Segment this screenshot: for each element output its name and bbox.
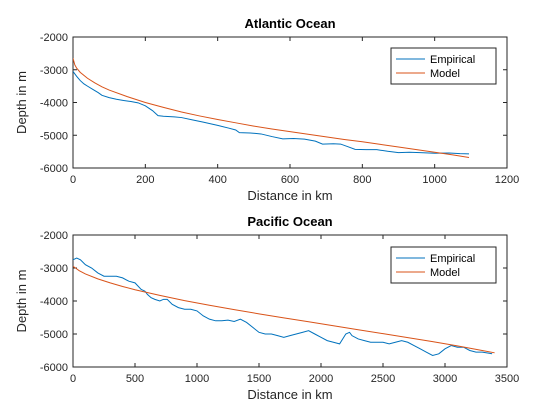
series-line-model bbox=[73, 58, 470, 159]
x-tick-label: 1000 bbox=[422, 174, 446, 186]
x-tick-label: 500 bbox=[126, 373, 144, 385]
legend-label-empirical: Empirical bbox=[430, 253, 475, 265]
y-tick-label: -3000 bbox=[40, 65, 68, 77]
x-tick-label: 800 bbox=[353, 174, 371, 186]
x-tick-label: 400 bbox=[208, 174, 226, 186]
legend: Empirical Model bbox=[390, 246, 497, 284]
x-tick-label: 200 bbox=[136, 174, 154, 186]
x-tick-label: 2000 bbox=[309, 373, 333, 385]
legend: Empirical Model bbox=[390, 47, 497, 85]
x-tick-label: 0 bbox=[70, 174, 76, 186]
y-tick-label: -5000 bbox=[40, 329, 68, 341]
y-tick-label: -4000 bbox=[40, 296, 68, 308]
legend-box bbox=[390, 246, 497, 284]
chart-panel-1: 0 200 400 600 800 1000 1200 -6000 -5000 -4000 -300… bbox=[14, 16, 519, 203]
x-axis-label: Distance in km bbox=[247, 387, 332, 402]
chart-panel-2: 0 500 1000 1500 2000 2500 3000 3500 -6000 -5000 -4… bbox=[14, 214, 519, 402]
chart-title: Pacific Ocean bbox=[247, 214, 332, 229]
y-tick-label: -2000 bbox=[40, 32, 68, 44]
x-tick-label: 0 bbox=[70, 373, 76, 385]
y-axis-label: Depth in m bbox=[14, 71, 29, 134]
y-axis-label: Depth in m bbox=[14, 270, 29, 333]
x-tick-label: 3500 bbox=[495, 373, 519, 385]
x-axis-label: Distance in km bbox=[247, 188, 332, 203]
y-tick-label: -4000 bbox=[40, 98, 68, 110]
legend-label-model: Model bbox=[430, 267, 460, 279]
y-tick-label: -3000 bbox=[40, 263, 68, 275]
x-tick-label: 3000 bbox=[433, 373, 457, 385]
y-tick-label: -6000 bbox=[40, 362, 68, 374]
series-line-empirical bbox=[73, 257, 493, 356]
x-tick-label: 1200 bbox=[495, 174, 519, 186]
legend-label-model: Model bbox=[430, 68, 460, 80]
y-tick-label: -6000 bbox=[40, 163, 68, 175]
legend-label-empirical: Empirical bbox=[430, 54, 475, 66]
y-tick-label: -2000 bbox=[40, 230, 68, 242]
y-tick-label: -5000 bbox=[40, 130, 68, 142]
legend-box bbox=[390, 47, 497, 85]
x-tick-label: 1500 bbox=[247, 373, 271, 385]
x-tick-label: 2500 bbox=[371, 373, 395, 385]
series-line-empirical bbox=[73, 71, 470, 155]
series-line-model bbox=[73, 265, 495, 354]
x-tick-label: 1000 bbox=[185, 373, 209, 385]
chart-title: Atlantic Ocean bbox=[244, 16, 335, 31]
x-tick-label: 600 bbox=[281, 174, 299, 186]
